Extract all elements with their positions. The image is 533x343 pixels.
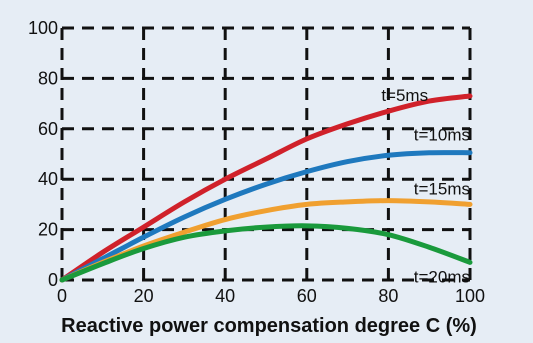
y-tick-label-0: 0 xyxy=(48,270,58,290)
y-tick-label-60: 60 xyxy=(38,119,58,139)
series-line-2 xyxy=(59,150,473,283)
x-tick-label-0: 0 xyxy=(57,286,67,306)
series-label-2: t=10ms xyxy=(414,126,470,145)
y-tick-label-40: 40 xyxy=(38,169,58,189)
x-axis-title: Reactive power compensation degree C (%) xyxy=(61,315,477,337)
series-line-1 xyxy=(59,93,473,283)
series-labels: t=5ms t=10ms t=15ms t=20ms xyxy=(381,86,470,286)
x-tick-label-100: 100 xyxy=(455,286,485,306)
y-tick-label-100: 100 xyxy=(28,18,58,38)
series-label-3: t=15ms xyxy=(414,179,470,198)
x-tick-label-80: 80 xyxy=(378,286,398,306)
y-tick-label-20: 20 xyxy=(38,220,58,240)
x-tick-label-40: 40 xyxy=(215,286,235,306)
series-label-1: t=5ms xyxy=(381,86,428,105)
y-tick-label-80: 80 xyxy=(38,68,58,88)
x-axis-ticks: 0 20 40 60 80 100 xyxy=(57,286,485,306)
grid-layer xyxy=(60,26,472,282)
series-label-4: t=20ms xyxy=(414,267,470,286)
series-line-4 xyxy=(59,223,473,283)
y-axis-ticks: 0 20 40 60 80 100 xyxy=(28,18,58,290)
x-tick-label-60: 60 xyxy=(297,286,317,306)
x-tick-label-20: 20 xyxy=(134,286,154,306)
series-layer xyxy=(59,93,473,283)
